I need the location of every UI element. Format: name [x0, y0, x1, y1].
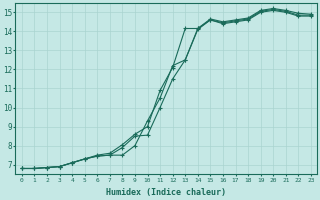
X-axis label: Humidex (Indice chaleur): Humidex (Indice chaleur) [106, 188, 226, 197]
